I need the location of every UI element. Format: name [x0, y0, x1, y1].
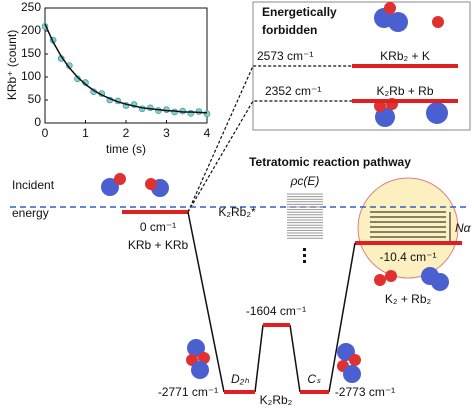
level-energy: 0 cm⁻¹ [140, 220, 176, 234]
exit-states [370, 211, 451, 243]
fit-line [44, 23, 208, 114]
forbidden-box [252, 1, 471, 131]
level-energy: -10.4 cm⁻¹ [379, 250, 436, 264]
x-tick-label: 4 [204, 126, 211, 140]
inset-chart: KRb⁺ (count) time (s) 0 50 100 150 200 250 0 1 2… [5, 0, 210, 156]
level-label: KRb₂ + K [380, 49, 430, 63]
x-tick-label: 2 [123, 126, 130, 140]
y-tick-label: 100 [21, 69, 41, 83]
x-tick-label: 1 [82, 126, 89, 140]
level-label: K₂ + Rb₂ [385, 292, 432, 306]
incident-label: Incident [12, 178, 55, 192]
level-label: K₂Rb + Rb [376, 84, 433, 98]
level-label: KRb + KRb [128, 238, 189, 252]
state-stack [287, 193, 323, 239]
level-energy: -1604 cm⁻¹ [246, 304, 306, 318]
molecule [101, 173, 449, 383]
density-label: ρc(E) [290, 174, 320, 188]
level-label: D₂ₕ [231, 372, 249, 386]
forbidden-connector [187, 65, 352, 213]
forbidden-title: forbidden [262, 23, 317, 37]
data-point [195, 108, 203, 115]
level-label: K₂Rb₂ [260, 393, 293, 407]
level-energy: -2771 cm⁻¹ [158, 385, 218, 399]
x-tick-label: 0 [42, 126, 49, 140]
y-tick-label: 250 [21, 0, 41, 14]
y-axis-label: KRb⁺ (count) [5, 30, 19, 100]
complex-label: K₂Rb₂* [218, 205, 256, 219]
forbidden-title: Energetically [262, 5, 337, 19]
y-tick-label: 0 [34, 115, 41, 129]
pathway-connector [187, 211, 356, 393]
x-tick-label: 3 [163, 126, 170, 140]
level-energy: -2773 cm⁻¹ [335, 385, 395, 399]
exit-highlight [357, 177, 459, 279]
y-tick-label: 150 [21, 46, 41, 60]
y-tick-label: 200 [21, 23, 41, 37]
x-axis-label: time (s) [106, 142, 146, 156]
data-point [203, 110, 211, 118]
y-tick-label: 50 [28, 92, 42, 106]
n-label: Nα [455, 221, 472, 235]
level-energy: 2352 cm⁻¹ [265, 84, 321, 98]
level-label: Cₛ [307, 372, 321, 386]
ellipsis [303, 248, 306, 263]
pathway-title: Tetratomic reaction pathway [249, 155, 411, 169]
incident-label: energy [12, 206, 49, 220]
level-energy: 2573 cm⁻¹ [257, 49, 313, 63]
